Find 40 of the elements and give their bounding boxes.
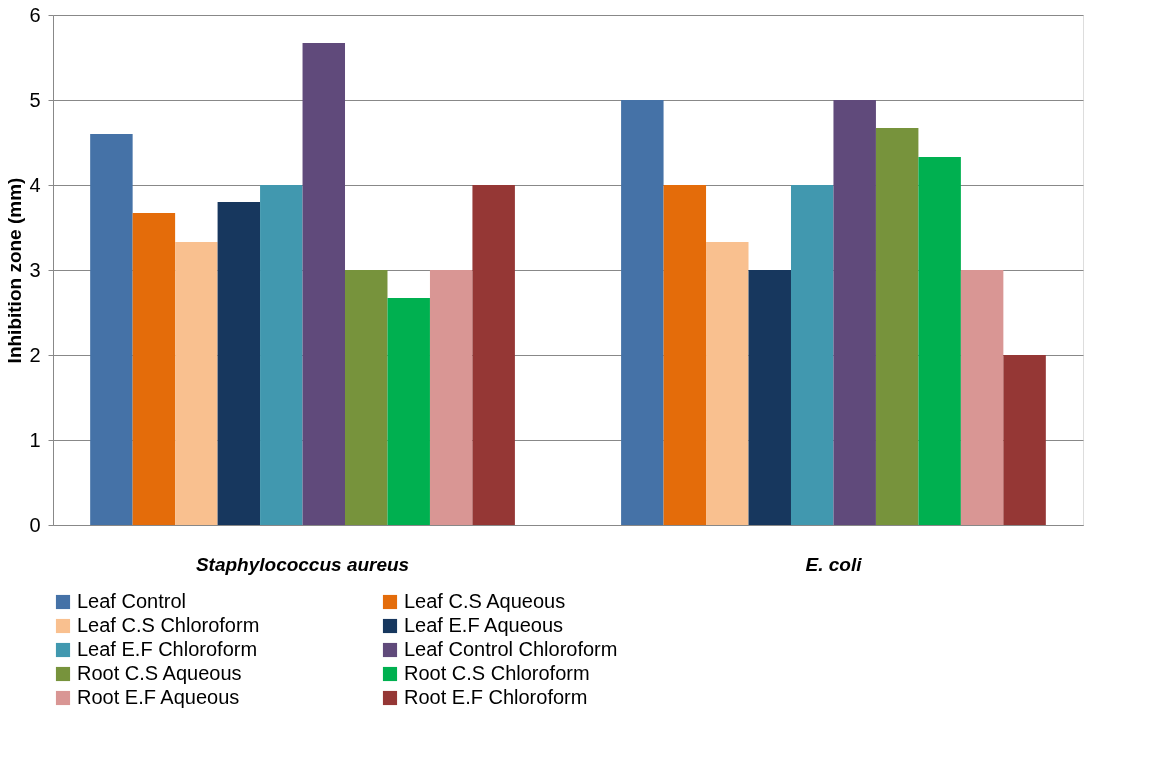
legend-label: Root C.S Aqueous xyxy=(77,662,242,684)
y-tick-label: 6 xyxy=(29,3,41,26)
bar xyxy=(960,270,1004,525)
bar xyxy=(663,185,707,525)
legend-label: Root E.F Aqueous xyxy=(77,686,240,708)
y-tick-label: 3 xyxy=(29,258,41,281)
y-tick-label: 1 xyxy=(29,428,41,451)
bar xyxy=(706,241,749,525)
legend-label: Leaf E.F Chloroform xyxy=(77,638,258,660)
y-tick-label: 0 xyxy=(29,513,41,536)
bar xyxy=(472,185,515,525)
y-tick-label: 5 xyxy=(29,88,41,111)
bar xyxy=(429,270,473,525)
bar xyxy=(621,100,664,525)
legend-label: Leaf C.S Aqueous xyxy=(404,590,566,612)
bar xyxy=(217,202,261,525)
bar xyxy=(748,270,791,525)
bar xyxy=(790,185,834,525)
bar xyxy=(1003,355,1046,525)
y-tick-label: 2 xyxy=(29,343,41,366)
legend-label: Root E.F Chloroform xyxy=(404,686,588,708)
y-tick-label: 4 xyxy=(29,173,41,196)
legend-label: Leaf C.S Chloroform xyxy=(77,614,260,636)
x-tick-label: E. coli xyxy=(805,553,863,575)
bar xyxy=(260,185,303,525)
bar xyxy=(918,156,961,525)
x-tick-label: Staphylococcus aureus xyxy=(195,553,410,575)
bar xyxy=(175,241,218,525)
y-axis-title: Inhibition zone (mm) xyxy=(4,177,26,364)
bar xyxy=(875,128,919,525)
bar xyxy=(387,298,430,525)
bar xyxy=(90,134,133,525)
legend-label: Root C.S Chloroform xyxy=(404,662,590,684)
legend-label: Leaf E.F Aqueous xyxy=(404,614,564,636)
bar xyxy=(132,213,176,525)
bar xyxy=(833,100,876,525)
bar xyxy=(302,43,346,525)
legend-label: Leaf Control Chloroform xyxy=(404,638,618,660)
bar xyxy=(345,270,388,525)
legend-label: Leaf Control xyxy=(77,590,186,612)
